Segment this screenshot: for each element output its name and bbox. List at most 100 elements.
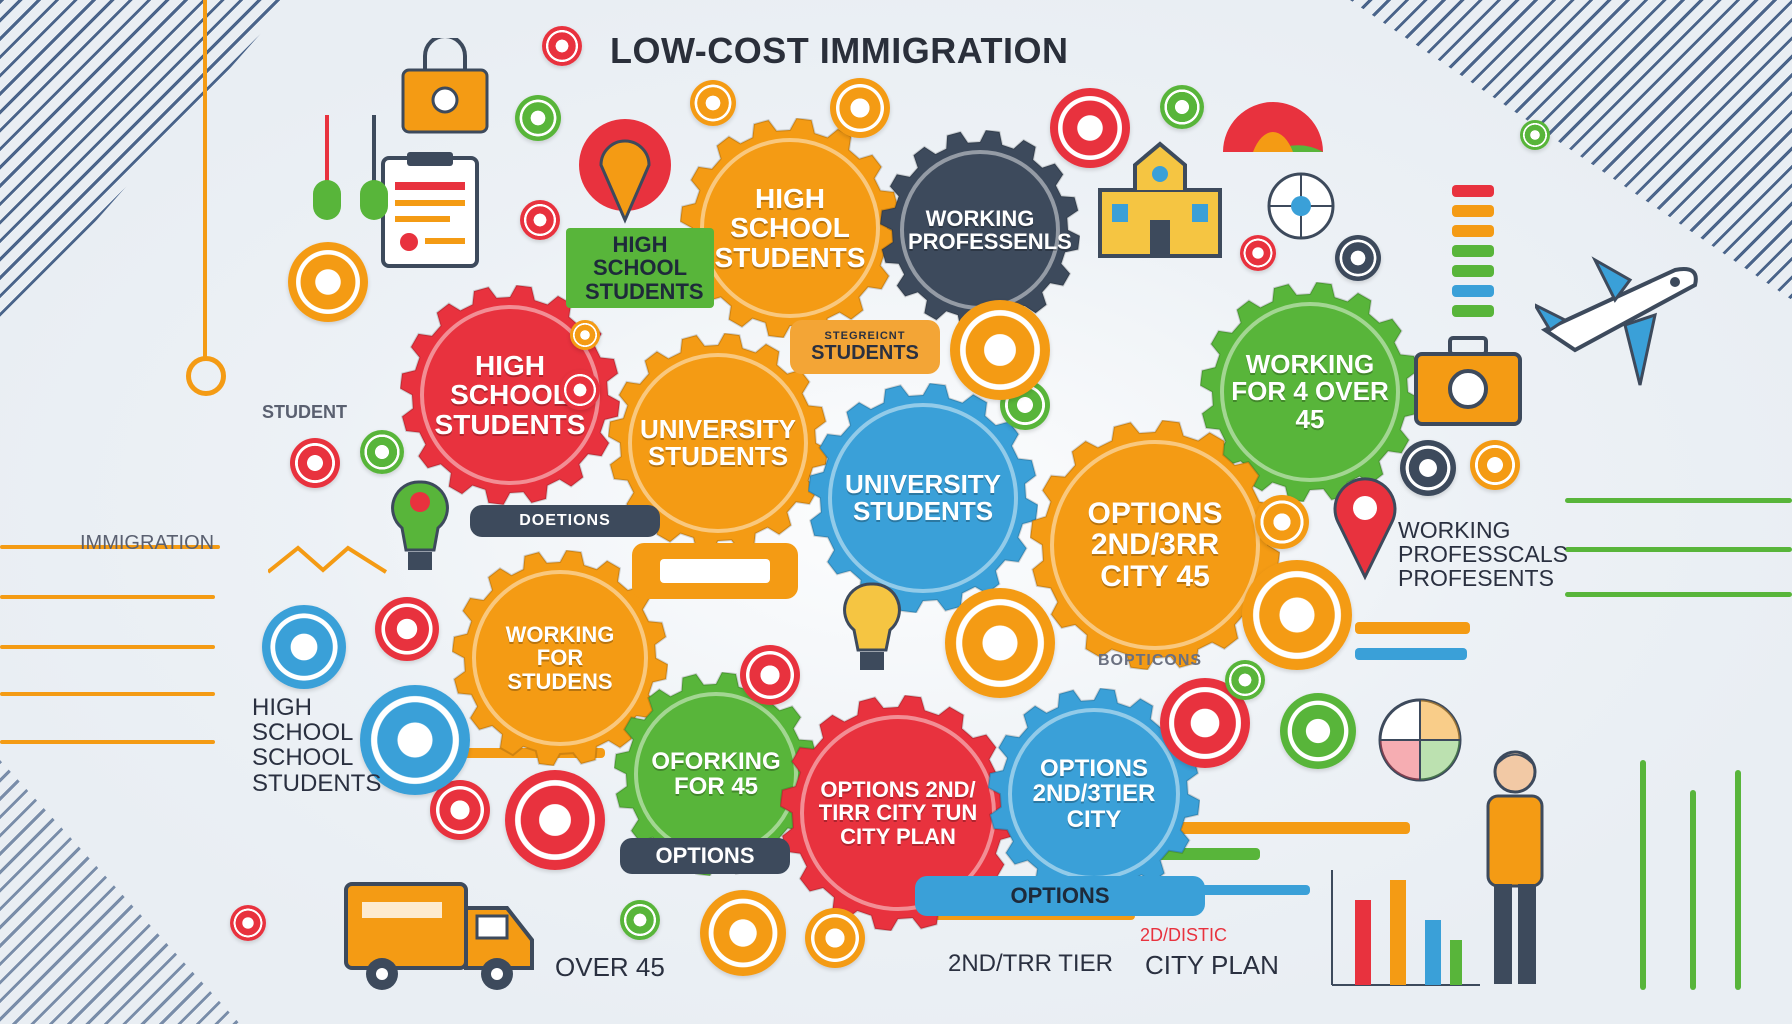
gear-shape [400,285,620,505]
hang-line [325,115,329,185]
doetions-label: DOETIONS [519,512,611,529]
gear-shape [452,550,668,766]
truck-icon [344,882,534,990]
line [0,545,220,549]
target-icon [1520,120,1550,150]
line [0,692,215,696]
target-icon [1240,235,1276,271]
gear-label: HIGH SCHOOL STUDENTS [434,349,586,440]
working-right-text: WORKING PROFESSCALS PROFESENTS [1398,517,1568,592]
target-icon [1280,693,1356,769]
target-icon [505,770,605,870]
gear-7: OPTIONS 2ND/3RR CITY 45 [1030,420,1280,670]
target-icon [620,900,660,940]
line [0,645,215,649]
orange-slot-pill [632,543,798,599]
target-icon [1050,88,1130,168]
gear-shape [614,672,818,876]
line [0,740,215,744]
progress-bar [1120,822,1410,834]
compass-icon [1267,172,1335,240]
students-pill-sub: STEGREICNT [824,329,906,342]
decor-bar [1735,770,1741,990]
gear-label: OPTIONS 2ND/ TIRR CITY TUN CITY PLAN [818,777,978,849]
pin-dot [360,180,388,220]
options-pill: OPTIONS [620,838,790,874]
target-icon [542,26,582,66]
legend-bar [1452,205,1494,217]
target-icon [288,242,368,322]
map-pin-icon [1333,477,1397,581]
gear-shape [808,383,1038,613]
students-pill: STEGREICNT STUDENTS [790,320,940,374]
decor-bar [1640,760,1646,990]
gear-shape [608,333,828,553]
target-icon [520,200,560,240]
bag-icon [401,38,489,134]
target-icon [740,645,800,705]
target-icon [700,890,786,976]
target-icon [1225,660,1265,700]
gear-label: OPTIONS 2ND/3RR CITY 45 [1087,496,1223,593]
legend-bar [1452,305,1494,317]
target-icon [1160,85,1204,129]
students-pill-label: STUDENTS [811,341,919,364]
gear-3: HIGH SCHOOL STUDENTS [400,285,620,505]
gear-label: OPTIONS 2ND/3TIER CITY [1032,755,1156,833]
district-label: 2D/DISTIC [1140,925,1228,945]
target-icon [360,685,470,795]
target-icon [262,605,346,689]
legend-bar [1452,225,1494,237]
target-icon [805,908,865,968]
target-icon [1335,235,1381,281]
high-school-left-label: HIGH SCHOOL SCHOOL STUDENTS [252,695,381,796]
hang-line [372,115,376,185]
target-icon [1255,495,1309,549]
gear-8: WORKING FOR STUDENS [452,550,668,766]
target-icon [950,300,1050,400]
target-icon [375,597,439,661]
line [1565,592,1792,597]
legend-bar [1452,285,1494,297]
target-icon [230,905,266,941]
legend-bar [1452,265,1494,277]
target-icon [1242,560,1352,670]
gear-5: UNIVERSITY STUDENTS [808,383,1038,613]
person-icon [1486,750,1544,984]
gear-label: UNIVERSITY STUDENTS [844,468,1002,526]
working-right-label: WORKING PROFESSCALS PROFESENTS [1398,517,1568,592]
target-icon [690,80,736,126]
line [1565,498,1792,503]
pin-dot [313,180,341,220]
gear-11: OPTIONS 2ND/3TIER CITY [988,688,1200,900]
tier-bottom-label: 2ND/TRR TIER [948,950,1113,977]
gear-label: WORKING FOR STUDENS [505,622,615,694]
umbrella-icon [1223,102,1323,152]
student-left-label: STUDENT [262,402,347,422]
gear-label: WORKING PROFESSENLS [908,205,1072,254]
city-plan-label: CITY PLAN [1145,950,1279,980]
target-icon [290,438,340,488]
target-icon [560,370,600,410]
progress-bar [460,748,605,758]
green-label-text: HIGH SCHOOL STUDENTS [585,232,704,304]
airplane-icon [1535,256,1698,386]
clipboard-icon [381,152,479,268]
gear-4: UNIVERSITY STUDENTS [608,333,828,553]
high-school-left-text: HIGH SCHOOL SCHOOL STUDENTS [252,694,382,797]
line [0,595,215,599]
progress-bar [1355,648,1467,660]
target-icon [1470,440,1520,490]
options-bottom-pill: OPTIONS [915,876,1205,916]
progress-bar [1355,622,1470,634]
doetions-pill: DOETIONS [470,505,660,537]
gear-label: WORKING FOR 4 OVER 45 [1231,349,1389,434]
target-icon [430,780,490,840]
over-45-label: OVER 45 [555,952,665,982]
bar-chart-icon [1331,870,1480,986]
target-icon [1400,440,1456,496]
boptions-pill: BOPTICONS [1060,648,1240,674]
page-title: LOW-COST IMMIGRATION [610,30,1069,71]
lightbulb-icon [843,582,901,670]
gear-shape [780,695,1016,931]
